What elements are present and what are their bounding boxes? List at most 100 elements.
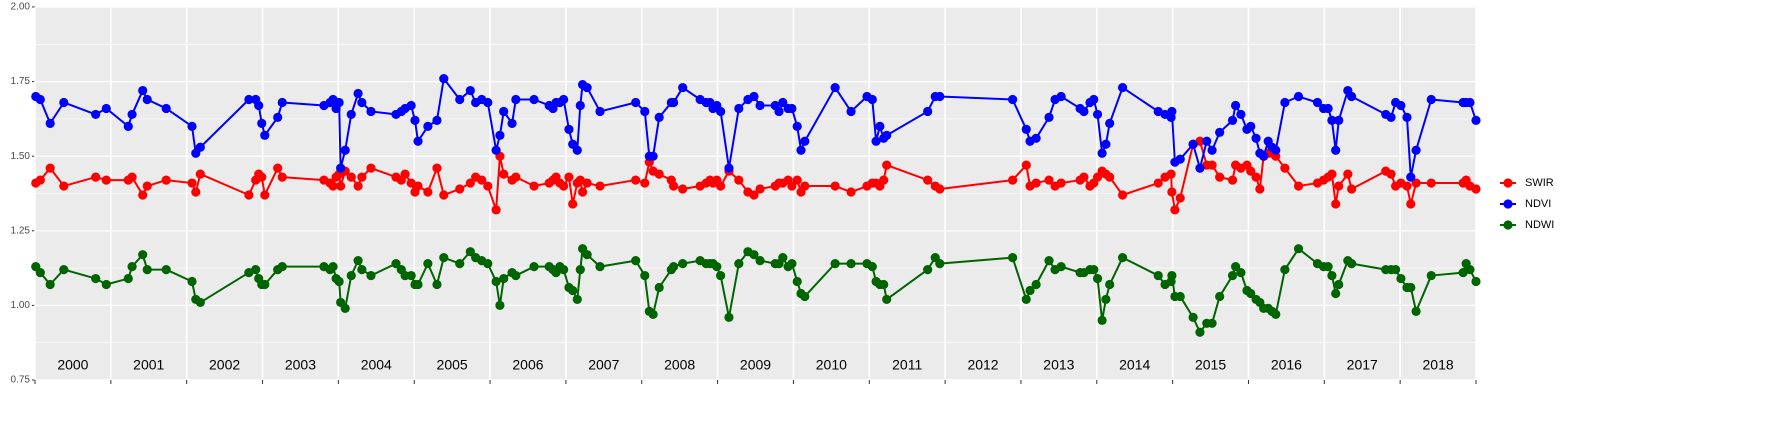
- data-point: [1331, 199, 1341, 209]
- data-point: [1044, 256, 1054, 266]
- data-point: [1396, 273, 1406, 284]
- data-point: [640, 106, 650, 117]
- data-point: [1056, 178, 1066, 188]
- data-point: [800, 291, 810, 302]
- data-point: [346, 109, 356, 120]
- data-point: [161, 264, 171, 275]
- data-point: [138, 250, 148, 260]
- data-point: [800, 136, 810, 146]
- data-point: [1246, 121, 1256, 131]
- y-tick-label: 1.50: [11, 151, 31, 162]
- data-point: [716, 106, 726, 117]
- data-point: [91, 172, 101, 182]
- data-point: [716, 181, 726, 191]
- data-point: [1323, 103, 1333, 114]
- data-point: [1396, 100, 1406, 111]
- data-point: [1215, 291, 1225, 302]
- data-point: [755, 184, 765, 194]
- data-point: [400, 169, 410, 179]
- data-point: [1251, 133, 1261, 143]
- data-point: [648, 151, 658, 161]
- data-point: [1293, 244, 1304, 254]
- data-point: [507, 118, 517, 128]
- year-label: 2007: [588, 357, 619, 373]
- data-point: [1402, 181, 1412, 191]
- data-point: [1255, 184, 1265, 194]
- year-label: 2006: [512, 357, 543, 373]
- data-point: [867, 94, 877, 105]
- data-point: [1092, 109, 1103, 120]
- data-point: [882, 160, 892, 170]
- data-point: [491, 205, 501, 215]
- year-label: 2012: [967, 357, 998, 373]
- data-point: [366, 270, 376, 281]
- y-tick-label: 1.25: [11, 225, 31, 236]
- data-point: [1293, 181, 1304, 191]
- data-point: [254, 100, 264, 111]
- data-point: [1227, 115, 1238, 125]
- data-point: [251, 264, 261, 275]
- data-point: [631, 256, 641, 266]
- data-point: [1056, 91, 1066, 102]
- data-point: [1386, 112, 1396, 123]
- data-point: [511, 172, 521, 182]
- data-point: [1025, 285, 1035, 296]
- data-point: [340, 303, 350, 313]
- data-point: [935, 184, 945, 194]
- data-point: [1391, 264, 1401, 275]
- data-point: [406, 270, 416, 281]
- data-point: [1334, 115, 1344, 125]
- data-point: [529, 262, 539, 272]
- data-point: [1008, 175, 1018, 185]
- data-point: [59, 97, 69, 108]
- data-point: [716, 270, 726, 281]
- year-label: 2000: [57, 357, 88, 373]
- data-point: [572, 145, 582, 155]
- data-point: [734, 103, 744, 114]
- data-point: [91, 109, 101, 120]
- year-label: 2010: [816, 357, 847, 373]
- data-point: [353, 181, 363, 191]
- data-point: [491, 145, 501, 155]
- data-point: [724, 163, 734, 173]
- data-point: [273, 163, 283, 173]
- data-point: [1031, 178, 1041, 188]
- data-point: [1056, 262, 1066, 272]
- data-point: [1471, 276, 1481, 287]
- data-point: [1426, 94, 1436, 105]
- data-point: [91, 273, 101, 284]
- data-point: [1117, 82, 1128, 93]
- data-point: [923, 264, 933, 275]
- data-point: [432, 115, 442, 125]
- data-point: [1343, 169, 1353, 179]
- data-point: [328, 181, 338, 191]
- data-point: [875, 121, 885, 131]
- data-point: [879, 175, 889, 185]
- data-point: [654, 169, 664, 179]
- data-point: [1207, 160, 1217, 170]
- legend-key-point: [1503, 220, 1513, 230]
- data-point: [631, 97, 641, 108]
- legend-label: NDVI: [1525, 198, 1551, 210]
- data-point: [564, 172, 574, 182]
- data-point: [161, 103, 171, 114]
- data-point: [1175, 291, 1185, 302]
- data-point: [142, 94, 152, 105]
- data-point: [1259, 151, 1269, 161]
- data-point: [413, 279, 423, 290]
- data-point: [734, 259, 744, 269]
- data-point: [1101, 139, 1111, 149]
- data-point: [1334, 181, 1344, 191]
- data-point: [1207, 145, 1217, 155]
- data-point: [1280, 97, 1290, 108]
- data-point: [1167, 106, 1177, 117]
- data-point: [1402, 112, 1412, 123]
- data-point: [1426, 270, 1436, 281]
- data-point: [423, 121, 433, 131]
- year-label: 2018: [1423, 357, 1454, 373]
- data-point: [346, 270, 356, 281]
- data-point: [439, 190, 449, 200]
- data-point: [923, 106, 933, 117]
- data-point: [529, 94, 539, 105]
- data-point: [123, 121, 133, 131]
